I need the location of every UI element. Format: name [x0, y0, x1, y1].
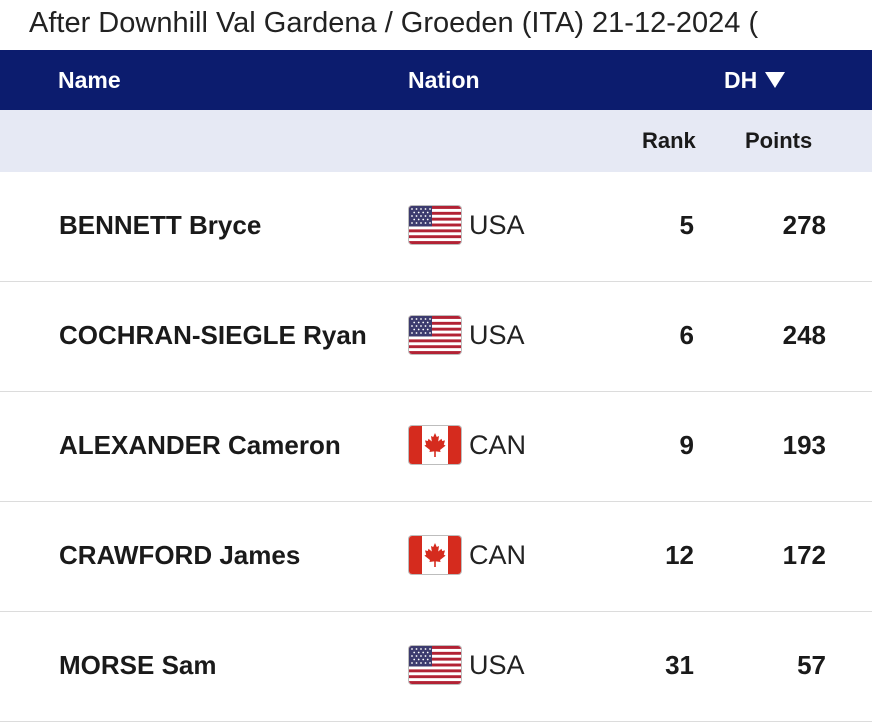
table-subheader: Rank Points — [0, 110, 872, 172]
table-header: Name Nation DH — [0, 50, 872, 110]
athlete-name[interactable]: ALEXANDER Cameron — [59, 430, 341, 460]
points-value: 193 — [782, 430, 826, 460]
nation-code: CAN — [469, 540, 527, 570]
race-subtitle: After Downhill Val Gardena / Groeden (IT… — [29, 7, 759, 39]
rank-value: 12 — [665, 540, 694, 570]
athlete-name[interactable]: BENNETT Bryce — [59, 210, 262, 240]
points-value: 57 — [797, 650, 826, 680]
table-row[interactable]: COCHRAN-SIEGLE Ryan USA 6 248 — [0, 282, 872, 392]
usa-flag-icon — [409, 316, 461, 354]
table-row[interactable]: CRAWFORD James CAN 12 172 — [0, 502, 872, 612]
table-row[interactable]: MORSE Sam USA 31 57 — [0, 612, 872, 722]
usa-flag-icon — [409, 646, 461, 684]
nation-code: CAN — [469, 430, 527, 460]
table-body: BENNETT Bryce USA 5 278 COCHRAN-SIEGLE Ryan — [0, 172, 872, 722]
column-header-rank[interactable]: Rank — [642, 128, 696, 153]
points-value: 172 — [782, 540, 826, 570]
athlete-name[interactable]: COCHRAN-SIEGLE Ryan — [59, 320, 367, 350]
rank-value: 6 — [679, 320, 694, 350]
column-header-dh-label: DH — [724, 67, 758, 93]
rank-value: 9 — [679, 430, 694, 460]
rank-value: 5 — [679, 210, 694, 240]
canada-flag-icon — [409, 426, 461, 464]
canada-flag-icon — [409, 536, 461, 574]
column-header-dh[interactable]: DH — [724, 50, 786, 110]
column-header-nation[interactable]: Nation — [408, 67, 480, 93]
usa-flag-icon — [409, 206, 461, 244]
column-header-points[interactable]: Points — [745, 128, 813, 153]
table-row[interactable]: BENNETT Bryce USA 5 278 — [0, 172, 872, 282]
nation-code: USA — [469, 210, 525, 240]
rank-value: 31 — [665, 650, 694, 680]
nation-code: USA — [469, 320, 525, 350]
points-value: 278 — [782, 210, 826, 240]
nation-code: USA — [469, 650, 525, 680]
athlete-name[interactable]: CRAWFORD James — [59, 540, 301, 570]
points-value: 248 — [782, 320, 826, 350]
athlete-name[interactable]: MORSE Sam — [59, 650, 217, 680]
table-row[interactable]: ALEXANDER Cameron CAN 9 193 — [0, 392, 872, 502]
triangle-down-icon — [765, 71, 786, 88]
column-header-name[interactable]: Name — [58, 67, 121, 93]
